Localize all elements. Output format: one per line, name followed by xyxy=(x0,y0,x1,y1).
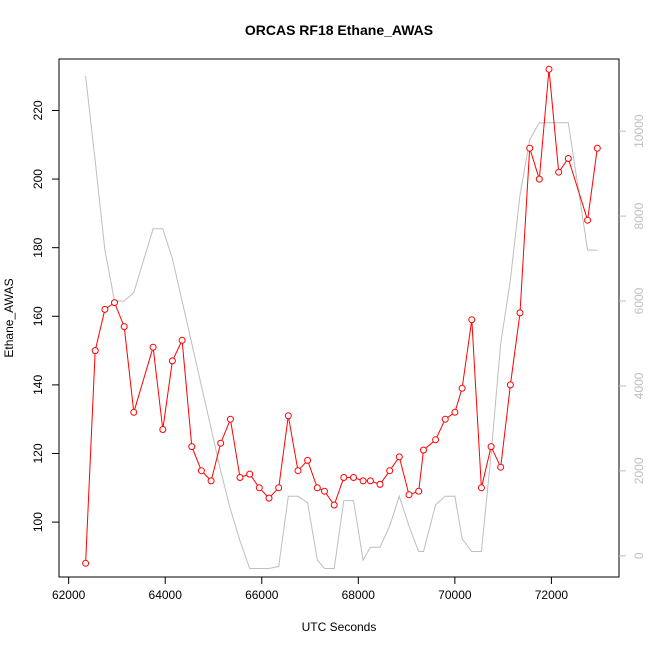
y2-tick-label: 6000 xyxy=(632,287,646,314)
y2-tick-label: 8000 xyxy=(632,202,646,229)
data-point xyxy=(545,65,553,73)
data-point xyxy=(506,381,514,389)
data-point xyxy=(82,559,90,567)
y-axis: 100 120 140 160 180 200 220 xyxy=(31,100,59,532)
y-tick-label: 220 xyxy=(31,100,45,120)
data-point xyxy=(159,426,167,433)
data-point xyxy=(497,463,505,471)
data-point xyxy=(149,343,157,351)
data-point xyxy=(304,456,312,464)
data-point xyxy=(207,477,215,485)
secondary-series-line xyxy=(85,75,598,569)
x-tick-label: 62000 xyxy=(52,588,86,602)
data-point xyxy=(350,474,357,481)
y2-axis: 0 2000 4000 6000 8000 10000 xyxy=(619,114,646,559)
x-axis: 62000 64000 66000 68000 70000 72000 xyxy=(52,577,568,602)
data-point xyxy=(226,415,234,423)
data-point xyxy=(555,168,563,176)
data-point xyxy=(441,415,449,423)
data-point xyxy=(451,408,459,416)
x-tick-label: 70000 xyxy=(438,588,472,602)
chart-title: ORCAS RF18 Ethane_AWAS xyxy=(245,22,433,38)
data-point xyxy=(130,408,138,416)
series-primary xyxy=(82,65,601,567)
data-point xyxy=(432,436,440,444)
data-point xyxy=(91,347,99,355)
data-point xyxy=(321,487,328,495)
data-point xyxy=(359,477,367,485)
data-point xyxy=(188,443,196,451)
data-point xyxy=(197,467,205,475)
y-tick-label: 180 xyxy=(31,237,45,257)
data-point xyxy=(275,484,283,492)
y-tick-label: 100 xyxy=(31,512,45,532)
data-point xyxy=(376,480,384,488)
data-point xyxy=(101,305,109,313)
x-axis-label: UTC Seconds xyxy=(302,620,377,634)
data-point xyxy=(415,487,423,495)
data-point xyxy=(168,357,176,365)
y2-tick-label: 0 xyxy=(632,552,646,559)
data-point xyxy=(265,494,273,502)
y2-tick-label: 2000 xyxy=(632,457,646,484)
data-point xyxy=(395,453,403,461)
data-point xyxy=(405,491,413,499)
x-tick-label: 68000 xyxy=(342,588,376,602)
y-tick-label: 120 xyxy=(31,443,45,463)
data-point xyxy=(526,144,534,152)
data-point xyxy=(313,484,321,492)
data-point xyxy=(420,446,427,454)
series-secondary xyxy=(85,75,598,569)
data-point xyxy=(120,323,128,331)
data-point xyxy=(330,501,338,509)
data-point xyxy=(584,216,592,224)
y2-tick-label: 4000 xyxy=(632,372,646,399)
data-point xyxy=(246,470,254,478)
data-point xyxy=(111,299,118,307)
data-point xyxy=(487,443,495,451)
y-tick-label: 200 xyxy=(31,169,45,189)
x-tick-label: 72000 xyxy=(535,588,569,602)
data-point xyxy=(340,474,348,481)
data-point xyxy=(477,484,485,492)
plot-frame xyxy=(58,58,620,578)
data-point xyxy=(178,336,186,344)
data-point xyxy=(217,439,225,447)
data-point xyxy=(386,467,394,475)
data-point xyxy=(255,484,263,492)
data-point xyxy=(593,144,601,152)
data-point xyxy=(366,477,374,485)
x-tick-label: 66000 xyxy=(245,588,279,602)
data-point xyxy=(564,155,572,162)
x-tick-label: 64000 xyxy=(149,588,183,602)
y-tick-label: 140 xyxy=(31,375,45,395)
data-point xyxy=(236,474,244,481)
data-point xyxy=(516,309,524,317)
y2-tick-label: 10000 xyxy=(632,114,646,148)
data-point xyxy=(458,384,466,392)
data-point xyxy=(468,316,476,324)
data-point xyxy=(284,412,292,420)
data-point xyxy=(294,467,302,475)
y-axis-label: Ethane_AWAS xyxy=(2,278,16,357)
y-tick-label: 160 xyxy=(31,306,45,326)
data-point xyxy=(535,175,543,183)
